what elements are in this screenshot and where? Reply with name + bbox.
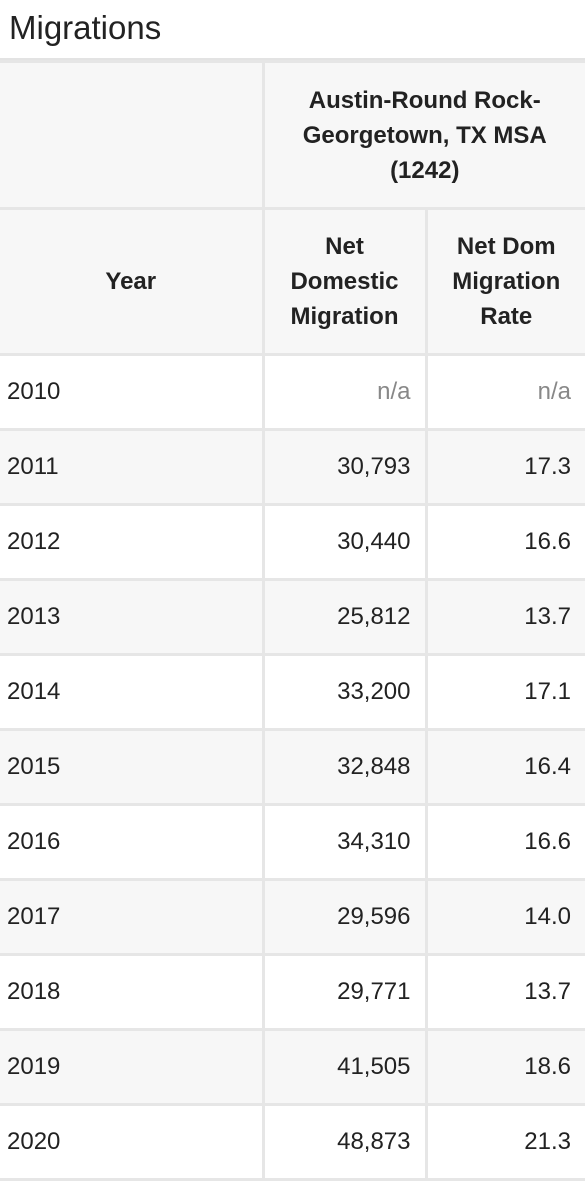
net-dom-migration-rate-column-header: Net Dom Migration Rate	[424, 207, 585, 356]
table-row: 2013 25,812 13.7	[0, 578, 585, 656]
net-dom-migration-rate-cell: 17.1	[424, 653, 585, 731]
header-blank-cell	[0, 60, 265, 210]
net-dom-migration-rate-cell: 16.4	[424, 728, 585, 806]
net-domestic-migration-cell: 48,873	[261, 1103, 428, 1181]
year-cell: 2012	[0, 503, 265, 581]
table-row: 2011 30,793 17.3	[0, 428, 585, 506]
table-row: 2010 n/a n/a	[0, 353, 585, 431]
year-cell: 2014	[0, 653, 265, 731]
year-cell: 2019	[0, 1028, 265, 1106]
page-title: Migrations	[0, 0, 585, 60]
net-dom-migration-rate-cell: 13.7	[424, 578, 585, 656]
year-cell: 2015	[0, 728, 265, 806]
net-domestic-migration-cell: 32,848	[261, 728, 428, 806]
year-cell: 2010	[0, 353, 265, 431]
net-dom-migration-rate-cell: n/a	[424, 353, 585, 431]
region-header-row: Austin-Round Rock-Georgetown, TX MSA (12…	[0, 60, 585, 210]
table-row: 2016 34,310 16.6	[0, 803, 585, 881]
table-row: 2015 32,848 16.4	[0, 728, 585, 806]
net-domestic-migration-cell: 29,771	[261, 953, 428, 1031]
net-dom-migration-rate-cell: 16.6	[424, 503, 585, 581]
net-domestic-migration-cell: 41,505	[261, 1028, 428, 1106]
net-dom-migration-rate-cell: 14.0	[424, 878, 585, 956]
table-row: 2012 30,440 16.6	[0, 503, 585, 581]
year-cell: 2017	[0, 878, 265, 956]
column-header-row: Year Net Domestic Migration Net Dom Migr…	[0, 207, 585, 356]
table-row: 2014 33,200 17.1	[0, 653, 585, 731]
table-row: 2017 29,596 14.0	[0, 878, 585, 956]
region-header: Austin-Round Rock-Georgetown, TX MSA (12…	[261, 60, 585, 210]
net-dom-migration-rate-cell: 21.3	[424, 1103, 585, 1181]
net-domestic-migration-cell: 30,793	[261, 428, 428, 506]
net-domestic-migration-cell: 34,310	[261, 803, 428, 881]
net-dom-migration-rate-cell: 18.6	[424, 1028, 585, 1106]
year-cell: 2016	[0, 803, 265, 881]
migrations-table: Austin-Round Rock-Georgetown, TX MSA (12…	[0, 60, 585, 1181]
net-domestic-migration-cell: 30,440	[261, 503, 428, 581]
net-domestic-migration-cell: 33,200	[261, 653, 428, 731]
net-dom-migration-rate-cell: 13.7	[424, 953, 585, 1031]
net-dom-migration-rate-cell: 17.3	[424, 428, 585, 506]
year-cell: 2011	[0, 428, 265, 506]
net-dom-migration-rate-cell: 16.6	[424, 803, 585, 881]
net-domestic-migration-column-header: Net Domestic Migration	[261, 207, 428, 356]
year-cell: 2020	[0, 1103, 265, 1181]
year-cell: 2013	[0, 578, 265, 656]
net-domestic-migration-cell: 25,812	[261, 578, 428, 656]
net-domestic-migration-cell: n/a	[261, 353, 428, 431]
table-row: 2020 48,873 21.3	[0, 1103, 585, 1181]
year-cell: 2018	[0, 953, 265, 1031]
year-column-header: Year	[0, 207, 265, 356]
net-domestic-migration-cell: 29,596	[261, 878, 428, 956]
table-row: 2018 29,771 13.7	[0, 953, 585, 1031]
table-body: 2010 n/a n/a 2011 30,793 17.3 2012 30,440 16.6 20…	[0, 353, 585, 1181]
table-row: 2019 41,505 18.6	[0, 1028, 585, 1106]
